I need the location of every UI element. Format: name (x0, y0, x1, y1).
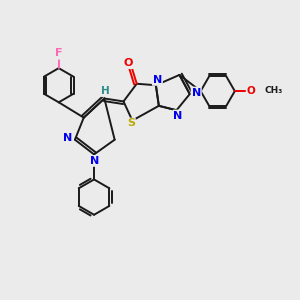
Text: H: H (101, 86, 110, 96)
Text: CH₃: CH₃ (264, 86, 283, 95)
Text: F: F (55, 48, 62, 59)
Text: O: O (247, 86, 255, 96)
Text: N: N (90, 156, 100, 166)
Text: S: S (127, 118, 135, 128)
Text: N: N (173, 110, 183, 121)
Text: N: N (192, 88, 201, 98)
Text: N: N (63, 133, 72, 143)
Text: N: N (153, 75, 162, 85)
Text: O: O (123, 58, 133, 68)
